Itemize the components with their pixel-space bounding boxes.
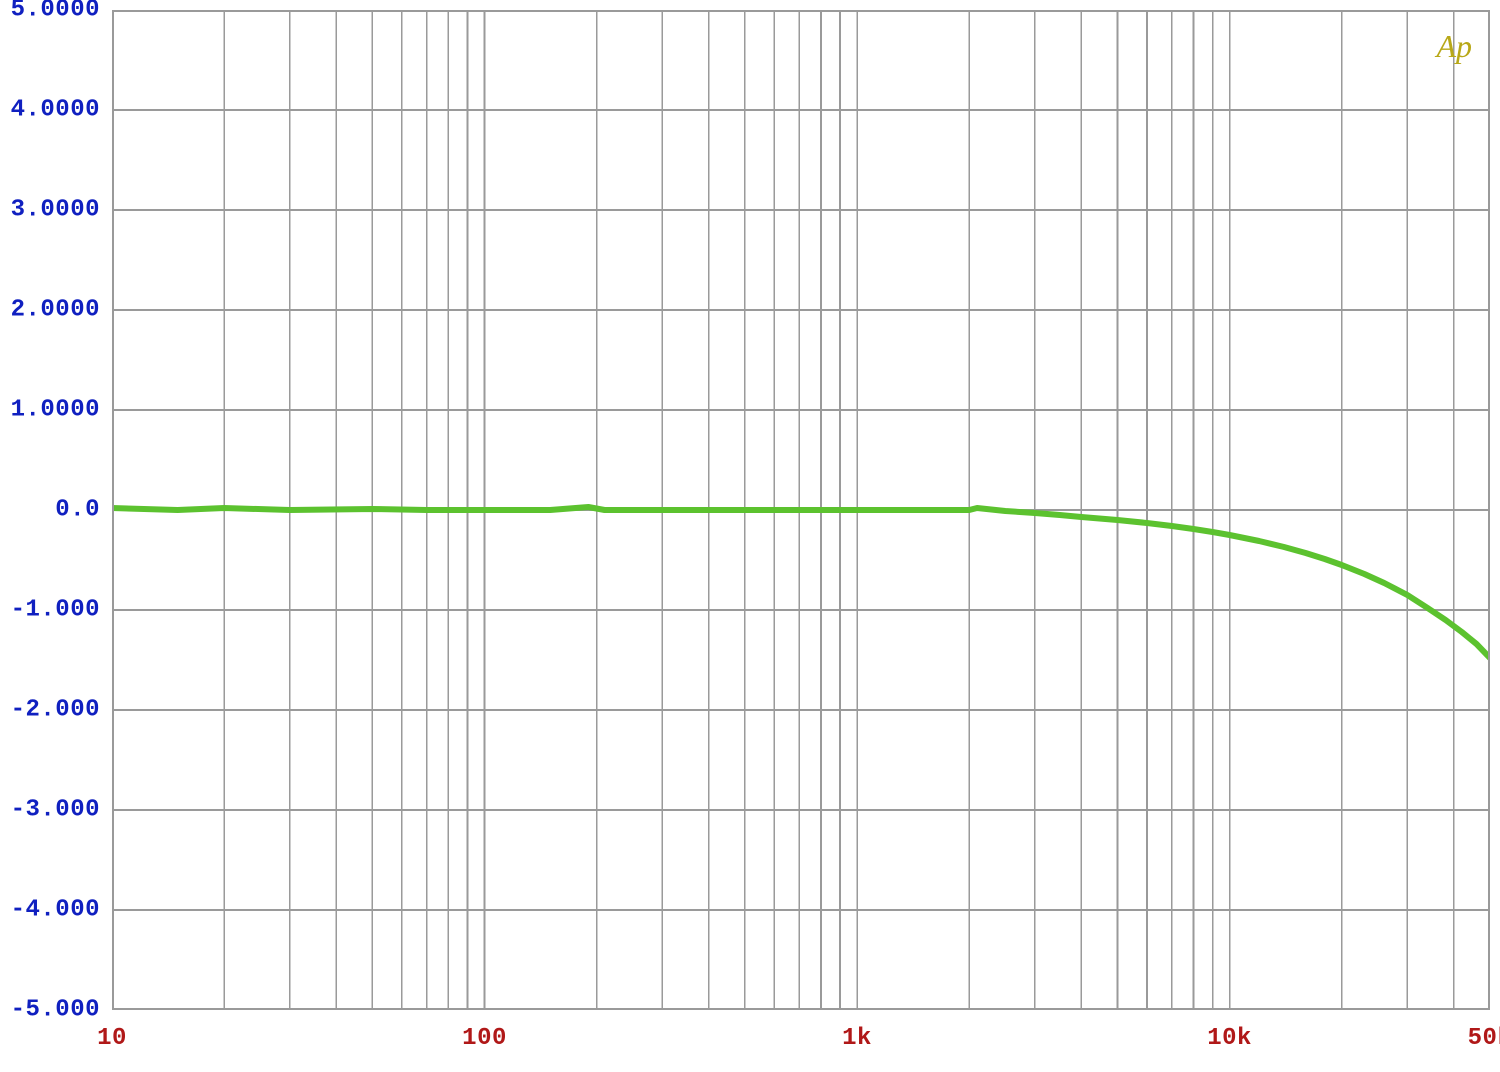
y-tick-label: 0.0: [55, 497, 100, 524]
y-tick-label: -3.000: [11, 797, 100, 824]
x-tick-label: 50k: [1468, 1025, 1500, 1052]
x-tick-label: 100: [462, 1025, 507, 1052]
y-tick-label: -2.000: [11, 697, 100, 724]
y-tick-label: -5.000: [11, 997, 100, 1024]
x-tick-label: 10k: [1207, 1025, 1252, 1052]
y-tick-label: 4.0000: [11, 97, 100, 124]
x-tick-label: 1k: [842, 1025, 872, 1052]
plot-border: [112, 10, 1490, 1010]
y-tick-label: 3.0000: [11, 197, 100, 224]
y-tick-label: -4.000: [11, 897, 100, 924]
y-tick-label: 1.0000: [11, 397, 100, 424]
y-tick-label: -1.000: [11, 597, 100, 624]
y-tick-label: 2.0000: [11, 297, 100, 324]
y-tick-label: 5.0000: [11, 0, 100, 24]
chart-page: Ap 5.0000 4.0000 3.0000 2.0000 1.0000 0.0 -1.0…: [0, 0, 1500, 1072]
watermark-logo: Ap: [1436, 28, 1472, 65]
x-tick-label: 10: [97, 1025, 127, 1052]
plot-area: Ap: [112, 10, 1490, 1010]
